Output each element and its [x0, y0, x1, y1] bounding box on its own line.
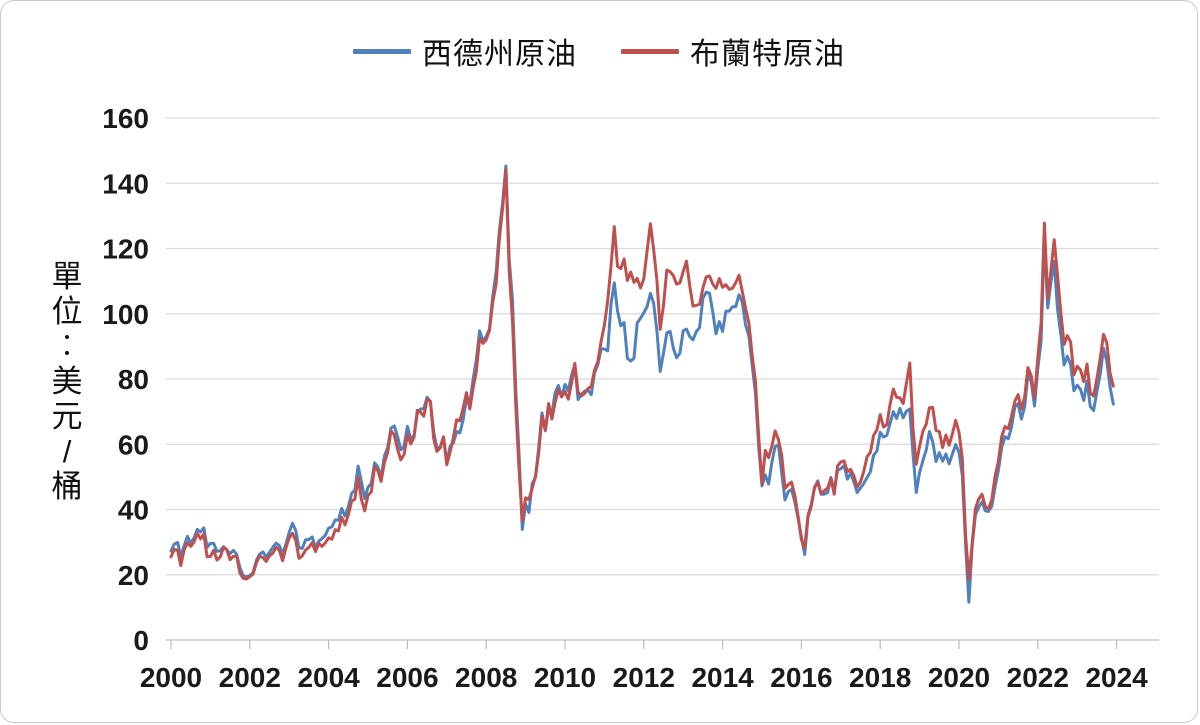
y-axis-title-char: 元	[51, 399, 83, 434]
x-axis-tick-label: 2008	[455, 662, 517, 693]
y-axis-title-char: 單	[51, 259, 83, 294]
x-axis-tick-label: 2000	[140, 662, 202, 693]
x-axis-tick-label: 2014	[691, 662, 754, 693]
x-axis-tick-label: 2006	[376, 662, 438, 693]
legend-item-wti: 西德州原油	[353, 29, 577, 73]
wti-price-line	[169, 164, 1115, 604]
x-axis-tick-label: 2012	[613, 662, 675, 693]
x-axis-tick-label: 2004	[297, 662, 360, 693]
x-axis-tick-label: 2016	[770, 662, 832, 693]
y-axis-title-char: ︰	[51, 329, 83, 364]
y-axis-tick-label: 100	[102, 299, 149, 330]
x-axis-tick-label: 2024	[1085, 662, 1148, 693]
brent-line-swatch-icon	[621, 48, 679, 54]
y-axis-tick-label: 160	[102, 103, 149, 134]
y-axis-tick-label: 120	[102, 234, 149, 265]
wti-line-swatch-icon	[353, 48, 411, 54]
y-axis-tick-label: 140	[102, 168, 149, 199]
y-axis-title: 單位 ︰ 美元 / 桶	[41, 259, 93, 504]
legend-item-brent: 布蘭特原油	[621, 29, 845, 73]
x-axis-tick-label: 2018	[849, 662, 911, 693]
x-axis-tick-label: 2010	[534, 662, 596, 693]
legend-label-wti: 西德州原油	[422, 38, 577, 71]
y-axis-title-char: 桶	[51, 469, 83, 504]
brent-price-line	[169, 168, 1115, 582]
x-axis-tick-label: 2022	[1007, 662, 1069, 693]
x-axis-tick-label: 2020	[928, 662, 990, 693]
y-axis-tick-label: 40	[118, 495, 149, 526]
legend: 西德州原油 布蘭特原油	[1, 29, 1197, 73]
y-axis-title-char: 位	[51, 294, 83, 329]
y-axis-tick-label: 0	[133, 625, 149, 656]
y-axis-tick-label: 60	[118, 429, 149, 460]
y-axis-tick-label: 80	[118, 364, 149, 395]
legend-label-brent: 布蘭特原油	[690, 38, 845, 71]
y-axis-tick-label: 20	[118, 560, 149, 591]
y-axis-title-char: /	[62, 434, 72, 469]
y-axis-title-char: 美	[51, 364, 83, 399]
x-axis-tick-label: 2002	[219, 662, 281, 693]
